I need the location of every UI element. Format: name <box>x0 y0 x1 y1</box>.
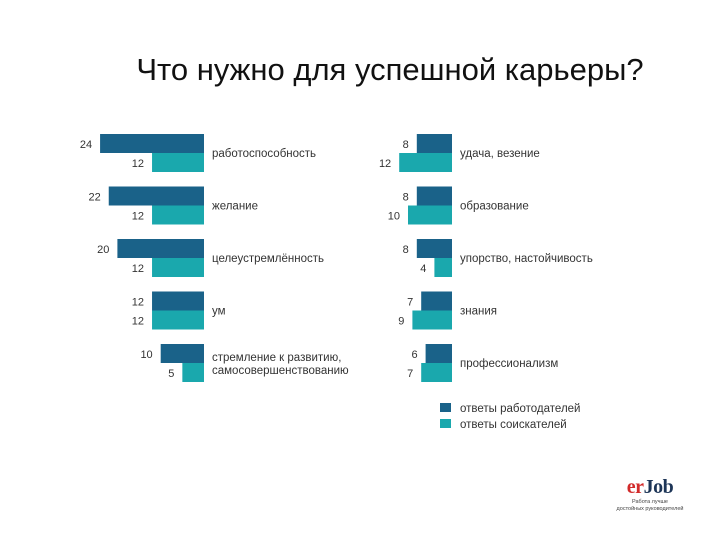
category-label: упорство, настойчивость <box>460 253 593 265</box>
seeker-value-label: 5 <box>168 368 174 380</box>
category-label: желание <box>212 201 258 213</box>
employer-bar <box>160 344 204 363</box>
seeker-bar <box>152 258 204 277</box>
employer-bar <box>421 291 452 311</box>
category-label: образование <box>460 201 529 213</box>
legend-swatch <box>440 419 451 428</box>
seeker-value-label: 12 <box>132 158 144 170</box>
seeker-bar <box>434 258 452 277</box>
erjob-logo: erJob Работа лучше достойных руководител… <box>600 476 700 513</box>
seeker-value-label: 12 <box>132 316 144 328</box>
seeker-bar <box>412 310 452 330</box>
employer-bar <box>416 186 452 206</box>
employer-value-label: 24 <box>80 139 92 151</box>
employer-bar <box>416 134 452 153</box>
seeker-bar <box>421 363 452 382</box>
employer-value-label: 8 <box>403 139 409 151</box>
category-label: стремление к развитию, <box>212 352 341 364</box>
seeker-value-label: 12 <box>132 263 144 275</box>
seeker-value-label: 12 <box>379 158 391 170</box>
seeker-value-label: 7 <box>407 368 413 380</box>
employer-bar <box>425 344 452 363</box>
employer-bar <box>416 239 452 258</box>
seeker-bar <box>152 310 204 330</box>
employer-value-label: 8 <box>403 192 409 204</box>
legend-label: ответы соискателей <box>460 419 567 431</box>
employer-bar <box>108 186 204 206</box>
category-label: самосовершенствованию <box>212 365 349 377</box>
employer-value-label: 7 <box>407 297 413 309</box>
employer-value-label: 10 <box>140 349 152 361</box>
legend-swatch <box>440 403 451 412</box>
category-label: работоспособность <box>212 148 316 160</box>
seeker-value-label: 4 <box>420 263 426 275</box>
logo-tagline-1: Работа лучше <box>632 499 668 505</box>
seeker-bar <box>182 363 204 382</box>
seeker-value-label: 12 <box>132 211 144 223</box>
logo-er-text: er <box>626 476 644 498</box>
employer-bar <box>152 291 204 311</box>
employer-value-label: 20 <box>97 244 109 256</box>
employer-bar <box>100 134 204 153</box>
seeker-bar <box>152 205 204 225</box>
employer-value-label: 12 <box>132 297 144 309</box>
chart-title: Что нужно для успешной карьеры? <box>136 52 644 87</box>
logo-job-text: Job <box>643 476 674 498</box>
seeker-bar <box>152 153 204 172</box>
category-label: ум <box>212 306 226 318</box>
legend-label: ответы работодателей <box>460 403 580 415</box>
seeker-value-label: 10 <box>388 211 400 223</box>
category-label: целеустремлённость <box>212 253 324 265</box>
employer-value-label: 6 <box>411 349 417 361</box>
logo-tagline-2: достойных руководителей <box>616 506 684 512</box>
category-label: профессионализм <box>460 358 558 370</box>
logo-mark: erJob <box>600 476 700 499</box>
employer-value-label: 22 <box>88 192 100 204</box>
category-label: знания <box>460 306 497 318</box>
category-label: удача, везение <box>460 148 540 160</box>
seeker-bar <box>399 153 452 172</box>
seeker-bar <box>408 205 452 225</box>
seeker-value-label: 9 <box>398 316 404 328</box>
employer-bar <box>117 239 204 258</box>
employer-value-label: 8 <box>403 244 409 256</box>
